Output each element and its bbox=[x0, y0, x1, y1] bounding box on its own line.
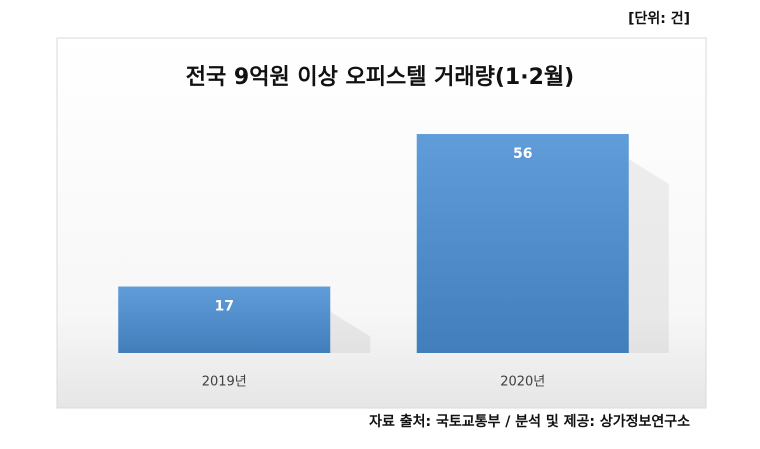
value-label: 56 bbox=[513, 146, 532, 162]
bar-shadow bbox=[628, 159, 669, 353]
bar-shade bbox=[118, 286, 331, 353]
x-tick-label: 2019년 bbox=[202, 375, 247, 390]
chart-title: 전국 9억원 이상 오피스텔 거래량(1·2월) bbox=[186, 65, 574, 90]
x-tick-label: 2020년 bbox=[500, 375, 545, 390]
unit-label: [단위: 건] bbox=[628, 10, 690, 27]
bar-shade bbox=[416, 134, 629, 353]
bar-shadow bbox=[330, 311, 371, 353]
value-label: 17 bbox=[215, 299, 234, 315]
source: 자료 출처: 국토교통부 / 분석 및 제공: 상가정보연구소 bbox=[369, 413, 690, 430]
